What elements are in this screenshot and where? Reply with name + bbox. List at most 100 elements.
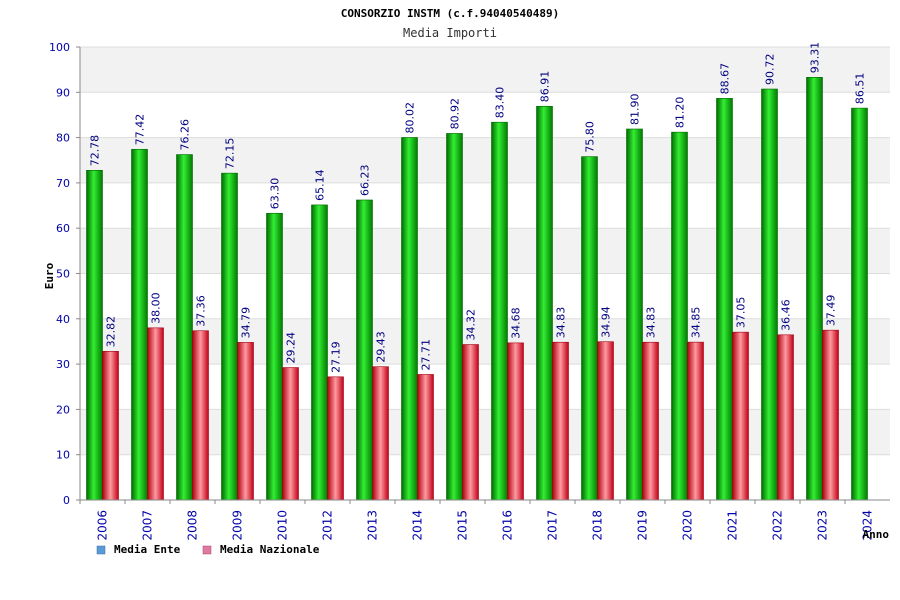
value-label-media-ente: 80.02 xyxy=(404,102,417,134)
bar-media-nazionale[interactable] xyxy=(372,366,389,501)
bar-media-ente[interactable] xyxy=(716,98,733,501)
value-label-media-nazionale: 32.82 xyxy=(105,316,118,348)
chart-subtitle: Media Importi xyxy=(403,26,497,40)
plot-band xyxy=(80,182,890,229)
x-tick-label: 2012 xyxy=(321,510,335,541)
value-label-media-ente: 75.80 xyxy=(584,121,597,153)
bar-media-ente[interactable] xyxy=(536,105,553,501)
bar-media-ente[interactable] xyxy=(761,88,778,501)
value-label-media-nazionale: 34.68 xyxy=(510,307,523,339)
value-label-media-ente: 76.26 xyxy=(179,119,192,151)
bar-media-nazionale[interactable] xyxy=(282,367,299,501)
plot-band xyxy=(80,364,890,410)
value-label-media-nazionale: 37.49 xyxy=(825,295,838,327)
y-axis-ticks: 0 10 20 30 40 50 60 70 80 90 100 xyxy=(49,41,80,507)
y-tick-label: 20 xyxy=(56,403,70,416)
value-label-media-nazionale: 36.46 xyxy=(780,299,793,331)
bar-media-ente[interactable] xyxy=(176,154,193,501)
bar-media-nazionale[interactable] xyxy=(192,330,209,501)
bar-media-nazionale[interactable] xyxy=(597,341,614,501)
value-label-media-ente: 86.91 xyxy=(539,71,552,103)
bar-media-nazionale[interactable] xyxy=(327,376,344,501)
x-tick-label: 2019 xyxy=(636,510,650,541)
plot-band xyxy=(80,228,890,274)
bar-media-ente[interactable] xyxy=(671,131,688,501)
x-tick-label: 2013 xyxy=(366,510,380,541)
bar-media-ente[interactable] xyxy=(401,137,418,501)
bar-media-ente[interactable] xyxy=(491,121,508,501)
legend-label-media-nazionale: Media Nazionale xyxy=(220,543,320,556)
value-label-media-ente: 93.31 xyxy=(809,42,822,74)
x-tick-label: 2016 xyxy=(501,510,515,541)
bar-media-nazionale[interactable] xyxy=(822,329,839,501)
x-tick-label: 2018 xyxy=(591,510,605,541)
x-tick-label: 2022 xyxy=(771,510,785,541)
plot-band xyxy=(80,47,890,93)
y-axis-label: Euro xyxy=(43,262,56,289)
x-tick-label: 2024 xyxy=(861,510,875,541)
bar-media-nazionale[interactable] xyxy=(777,334,794,501)
value-label-media-nazionale: 29.43 xyxy=(375,331,388,363)
y-tick-label: 70 xyxy=(56,177,70,190)
y-tick-label: 80 xyxy=(56,132,70,145)
bar-media-nazionale[interactable] xyxy=(552,341,569,501)
bar-value-labels: 72.78 32.82 77.42 38.00 76.26 37.36 72.15 34.79… xyxy=(89,42,867,373)
bar-media-ente[interactable] xyxy=(266,212,283,501)
value-label-media-nazionale: 27.71 xyxy=(420,339,433,371)
bar-media-nazionale[interactable] xyxy=(642,341,659,501)
x-tick-label: 2006 xyxy=(96,510,110,541)
value-label-media-ente: 81.20 xyxy=(674,97,687,129)
plot-band xyxy=(80,273,890,319)
bar-media-nazionale[interactable] xyxy=(507,342,524,501)
legend-swatch-media-nazionale xyxy=(202,545,212,555)
value-label-media-ente: 83.40 xyxy=(494,87,507,119)
bar-media-ente[interactable] xyxy=(581,156,598,501)
x-tick-label: 2007 xyxy=(141,510,155,541)
bar-media-ente[interactable] xyxy=(806,77,823,501)
bar-media-ente[interactable] xyxy=(446,133,463,501)
bar-media-ente[interactable] xyxy=(851,107,868,501)
value-label-media-ente: 86.51 xyxy=(854,73,867,105)
bar-media-nazionale[interactable] xyxy=(147,327,164,501)
y-tick-label: 50 xyxy=(56,268,70,281)
bar-media-nazionale[interactable] xyxy=(732,331,749,501)
x-tick-label: 2014 xyxy=(411,510,425,541)
bar-media-nazionale[interactable] xyxy=(462,344,479,501)
x-tick-label: 2010 xyxy=(276,510,290,541)
bar-media-ente[interactable] xyxy=(131,148,148,501)
y-tick-label: 30 xyxy=(56,358,70,371)
value-label-media-nazionale: 34.94 xyxy=(600,306,613,338)
y-tick-label: 60 xyxy=(56,222,70,235)
value-label-media-nazionale: 29.24 xyxy=(285,332,298,364)
x-tick-label: 2021 xyxy=(726,510,740,541)
bar-media-ente[interactable] xyxy=(86,170,103,501)
bar-media-ente[interactable] xyxy=(311,204,328,501)
x-tick-label: 2015 xyxy=(456,510,470,541)
bar-media-nazionale[interactable] xyxy=(102,351,119,501)
x-tick-label: 2017 xyxy=(546,510,560,541)
value-label-media-ente: 72.15 xyxy=(224,138,237,170)
value-label-media-nazionale: 34.83 xyxy=(555,307,568,339)
plot-band xyxy=(80,409,890,455)
value-label-media-ente: 66.23 xyxy=(359,164,372,196)
bar-media-ente[interactable] xyxy=(626,128,643,501)
bar-media-nazionale[interactable] xyxy=(687,341,704,501)
bar-media-nazionale[interactable] xyxy=(417,374,434,501)
x-axis-label: Anno xyxy=(863,528,890,541)
value-label-media-nazionale: 38.00 xyxy=(150,292,163,324)
bar-media-ente[interactable] xyxy=(356,199,373,501)
bar-media-ente[interactable] xyxy=(221,172,238,501)
bar-media-nazionale[interactable] xyxy=(237,342,254,501)
value-label-media-nazionale: 34.79 xyxy=(240,307,253,339)
plot-band xyxy=(80,454,890,500)
y-tick-label: 0 xyxy=(63,494,70,507)
y-tick-label: 10 xyxy=(56,449,70,462)
value-label-media-nazionale: 37.36 xyxy=(195,295,208,327)
value-label-media-ente: 72.78 xyxy=(89,135,102,167)
legend: Media Ente Media Nazionale xyxy=(96,543,320,556)
legend-item-media-ente[interactable]: Media Ente xyxy=(96,543,181,556)
legend-item-media-nazionale[interactable]: Media Nazionale xyxy=(202,543,320,556)
value-label-media-ente: 88.67 xyxy=(719,63,732,95)
x-tick-label: 2009 xyxy=(231,510,245,541)
